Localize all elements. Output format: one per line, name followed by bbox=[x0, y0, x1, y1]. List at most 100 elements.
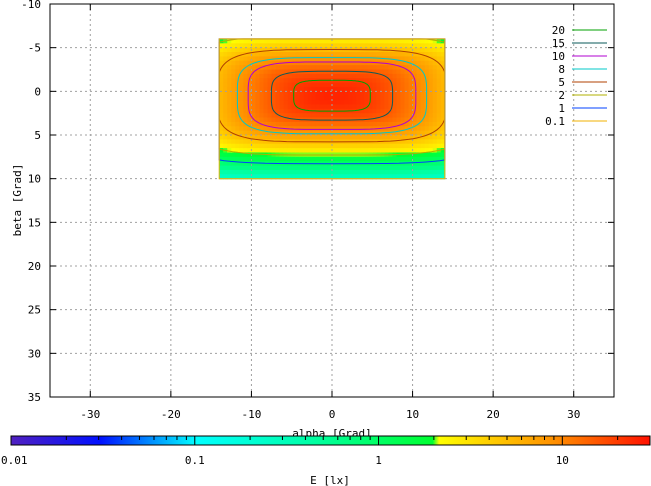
heatmap-cell bbox=[315, 148, 321, 154]
heatmap-cell bbox=[299, 65, 305, 71]
heatmap-cell bbox=[352, 174, 357, 180]
heatmap-cell bbox=[255, 156, 261, 162]
heatmap-cell bbox=[251, 95, 257, 101]
heatmap-cell bbox=[247, 65, 253, 71]
heatmap-cell bbox=[336, 47, 341, 53]
heatmap-cell bbox=[388, 52, 394, 57]
heatmap-cell bbox=[263, 73, 269, 79]
heatmap-cell bbox=[223, 104, 228, 110]
heatmap-cell bbox=[372, 91, 377, 97]
heatmap-cell bbox=[255, 78, 261, 84]
heatmap-cell bbox=[428, 113, 434, 119]
heatmap-cell bbox=[247, 47, 253, 53]
heatmap-cell bbox=[432, 38, 438, 44]
heatmap-cell bbox=[340, 126, 345, 132]
heatmap-cell bbox=[267, 82, 273, 88]
heatmap-cell bbox=[283, 121, 289, 127]
heatmap-cell bbox=[356, 130, 361, 136]
heatmap-cell bbox=[235, 130, 240, 136]
heatmap-cell bbox=[223, 95, 228, 101]
heatmap-cell bbox=[392, 78, 398, 84]
heatmap-cell bbox=[231, 117, 236, 123]
heatmap-cell bbox=[267, 38, 273, 44]
heatmap-cell bbox=[412, 174, 418, 180]
heatmap-cell bbox=[364, 156, 369, 162]
legend-label: 15 bbox=[552, 37, 565, 50]
heatmap-cell bbox=[416, 104, 422, 110]
heatmap-cell bbox=[408, 174, 414, 180]
heatmap-cell bbox=[295, 82, 301, 88]
heatmap-cell bbox=[267, 130, 273, 136]
heatmap-cell bbox=[348, 86, 353, 92]
heatmap-cell bbox=[340, 156, 345, 162]
heatmap-cell bbox=[436, 69, 442, 75]
heatmap-cell bbox=[247, 82, 253, 88]
heatmap-cell bbox=[303, 56, 309, 62]
heatmap-cell bbox=[408, 43, 414, 49]
heatmap-cell bbox=[364, 91, 369, 97]
heatmap-cell bbox=[432, 139, 438, 145]
heatmap-cell bbox=[392, 174, 398, 180]
heatmap-cell bbox=[400, 91, 406, 97]
heatmap-cell bbox=[247, 86, 253, 92]
heatmap-cell bbox=[408, 52, 414, 57]
heatmap-cell bbox=[251, 43, 257, 49]
heatmap-cell bbox=[348, 52, 353, 57]
heatmap-cell bbox=[364, 169, 369, 175]
heatmap-cell bbox=[348, 73, 353, 79]
heatmap-cell bbox=[372, 121, 377, 127]
heatmap-cell bbox=[275, 117, 281, 123]
heatmap-cell bbox=[311, 86, 317, 92]
heatmap-cell bbox=[408, 121, 414, 127]
heatmap-cell bbox=[416, 38, 422, 44]
heatmap-cell bbox=[295, 65, 301, 71]
heatmap-cell bbox=[356, 43, 361, 49]
heatmap-cell bbox=[392, 130, 398, 136]
heatmap-cell bbox=[336, 135, 341, 140]
heatmap-cell bbox=[323, 100, 329, 106]
contour-line-8 bbox=[236, 57, 428, 135]
y-tick-label: 5 bbox=[34, 129, 41, 142]
heatmap-cell bbox=[360, 60, 365, 66]
heatmap-cell bbox=[247, 78, 253, 84]
heatmap-cell bbox=[436, 95, 442, 101]
heatmap-cell bbox=[323, 52, 329, 57]
heatmap-cell bbox=[223, 117, 228, 123]
heatmap-cell bbox=[412, 91, 418, 97]
heatmap-cell bbox=[392, 135, 398, 140]
heatmap-cell bbox=[247, 152, 253, 158]
heatmap-cell bbox=[279, 52, 285, 57]
heatmap-cell bbox=[275, 165, 281, 171]
heatmap-cell bbox=[416, 165, 422, 171]
heatmap-cell bbox=[336, 86, 341, 92]
heatmap-cell bbox=[388, 43, 394, 49]
heatmap-cell bbox=[283, 52, 289, 57]
heatmap-cell bbox=[396, 117, 402, 123]
heatmap-cell bbox=[235, 156, 240, 162]
heatmap-cell bbox=[287, 69, 293, 75]
heatmap-cell bbox=[319, 104, 325, 110]
heatmap-cell bbox=[436, 78, 442, 84]
heatmap-cell bbox=[299, 95, 305, 101]
heatmap-cell bbox=[307, 38, 313, 44]
heatmap-cell bbox=[291, 65, 297, 71]
heatmap-cell bbox=[311, 65, 317, 71]
heatmap-cell bbox=[380, 69, 385, 75]
heatmap-cell bbox=[239, 135, 244, 140]
heatmap-cell bbox=[412, 121, 418, 127]
heatmap-cell bbox=[384, 86, 389, 92]
heatmap-cell bbox=[352, 82, 357, 88]
heatmap-cell bbox=[279, 165, 285, 171]
heatmap-cell bbox=[315, 143, 321, 149]
x-tick-label: -20 bbox=[161, 408, 181, 421]
heatmap-cell bbox=[227, 108, 232, 114]
heatmap-cell bbox=[291, 169, 297, 175]
heatmap-cell bbox=[223, 161, 228, 167]
heatmap-cell bbox=[275, 156, 281, 162]
heatmap-cell bbox=[315, 82, 321, 88]
heatmap-cell bbox=[239, 95, 244, 101]
heatmap-cell bbox=[295, 135, 301, 140]
heatmap-cell bbox=[404, 126, 410, 132]
heatmap-cell bbox=[344, 38, 349, 44]
heatmap-cell bbox=[259, 126, 265, 132]
